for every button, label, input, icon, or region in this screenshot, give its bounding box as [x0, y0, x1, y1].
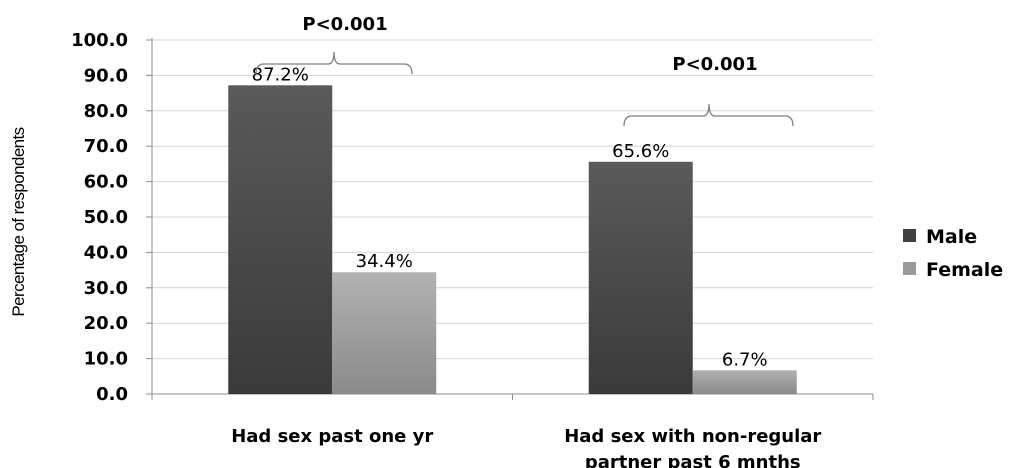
data-labels: 87.2% 34.4% 65.6% 6.7% [252, 64, 768, 370]
y-tick-label: 60.0 [84, 172, 128, 193]
bar-female [332, 272, 437, 394]
category-label: Had sex with non-regular [564, 426, 821, 447]
y-tick-labels: 0.0 10.0 20.0 30.0 40.0 50.0 60.0 70.0 80.0 90.0 1… [71, 30, 128, 405]
bar-male [228, 85, 333, 394]
y-tick-label: 10.0 [84, 349, 128, 370]
y-tick-label: 70.0 [84, 136, 128, 157]
p-value-label: P<0.001 [302, 14, 387, 35]
data-label: 65.6% [612, 141, 669, 162]
y-axis-label: Percentage of respondents [9, 127, 28, 316]
y-tick-label: 40.0 [84, 242, 128, 263]
significance-brace [623, 103, 794, 127]
y-tick-label: 20.0 [84, 313, 128, 334]
significance-annotations: P<0.001 P<0.001 [255, 14, 794, 127]
bar-male [588, 161, 693, 394]
p-value-label: P<0.001 [672, 54, 757, 75]
y-tick-label: 100.0 [71, 30, 128, 51]
data-label: 6.7% [722, 349, 768, 370]
category-labels: Had sex past one yr Had sex with non-regu… [231, 426, 821, 468]
bar-female [692, 370, 797, 394]
y-tick-label: 50.0 [84, 207, 128, 228]
y-tick-label: 0.0 [96, 384, 128, 405]
y-tick-label: 30.0 [84, 278, 128, 299]
significance-brace [255, 51, 413, 75]
legend-label-male: Male [926, 226, 977, 248]
bars [228, 85, 797, 394]
data-label: 34.4% [356, 251, 413, 272]
legend-swatch-male [903, 229, 916, 242]
category-label: Had sex past one yr [231, 426, 433, 447]
legend: Male Female [903, 226, 1003, 281]
legend-label-female: Female [926, 259, 1003, 281]
y-tick-label: 90.0 [84, 65, 128, 86]
category-label: partner past 6 mnths [585, 452, 801, 468]
legend-swatch-female [903, 262, 916, 275]
y-tick-label: 80.0 [84, 101, 128, 122]
data-label: 87.2% [252, 64, 309, 85]
